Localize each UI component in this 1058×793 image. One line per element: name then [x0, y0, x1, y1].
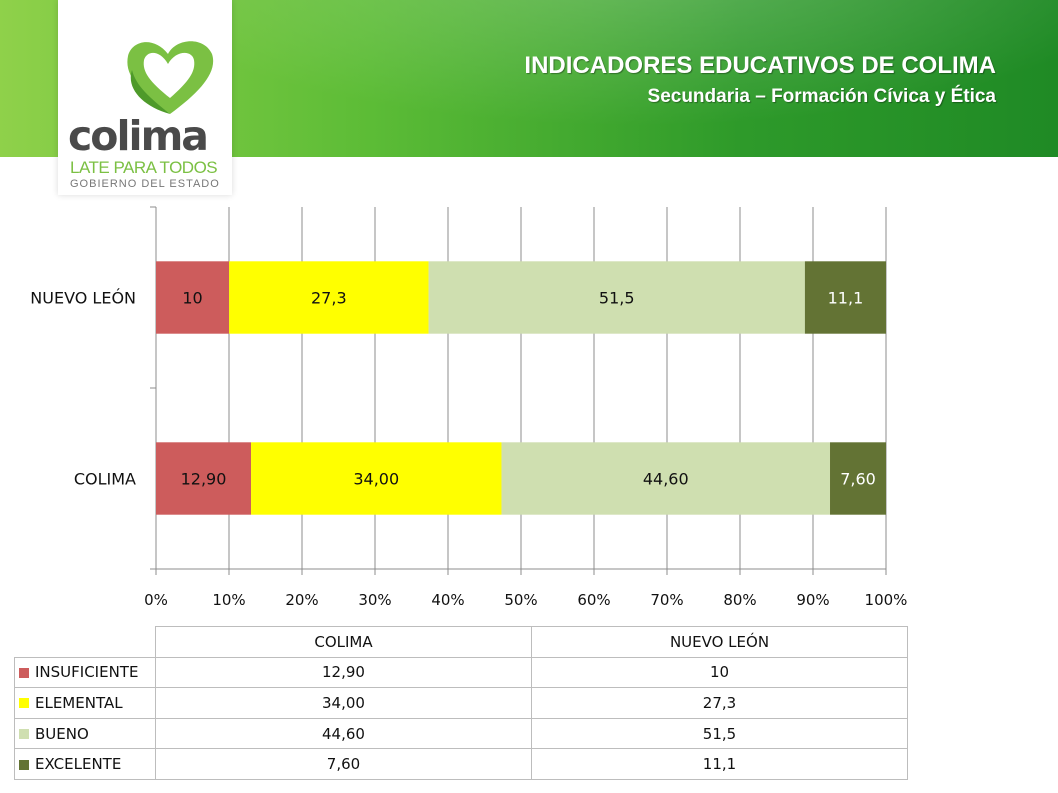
x-tick-label: 40%: [431, 591, 464, 609]
data-label: 51,5: [599, 289, 635, 308]
legend-swatch: [19, 698, 29, 709]
page-title: INDICADORES EDUCATIVOS DE COLIMA: [524, 52, 996, 79]
data-table: COLIMA NUEVO LEÓN INSUFICIENTE 12,90 10 …: [14, 626, 908, 780]
table-row: EXCELENTE 7,60 11,1: [14, 748, 908, 780]
table-header-colima: COLIMA: [155, 626, 532, 658]
legend-swatch: [19, 729, 29, 740]
x-tick-label: 0%: [144, 591, 168, 609]
table-cell: 11,1: [531, 748, 908, 780]
x-tick-label: 60%: [577, 591, 610, 609]
table-cell: 12,90: [155, 656, 532, 689]
category-label: NUEVO LEÓN: [30, 289, 136, 308]
x-tick-label: 100%: [865, 591, 908, 609]
table-row: ELEMENTAL 34,00 27,3: [14, 687, 908, 719]
table-header-nuevo-leon: NUEVO LEÓN: [531, 626, 908, 658]
table-cell: 10: [531, 656, 908, 689]
bar-segment: [251, 442, 502, 515]
logo-tagline: LATE PARA TODOS: [70, 158, 218, 177]
legend-label: INSUFICIENTE: [35, 663, 139, 682]
data-label: 11,1: [828, 289, 864, 308]
bar-segment: [501, 442, 831, 515]
bar-segment: [156, 261, 230, 334]
table-header-row: COLIMA NUEVO LEÓN: [15, 626, 908, 658]
stacked-bar-chart: 0% 10% 20% 30% 40% 50% 60% 70% 80% 90% 100% 10 27,3 5…: [30, 206, 908, 609]
table-cell: 27,3: [531, 687, 908, 719]
data-label: 44,60: [643, 470, 689, 489]
table-cell: 44,60: [155, 717, 532, 750]
bar-segment: [830, 442, 886, 515]
category-label: COLIMA: [74, 470, 136, 489]
x-tick-label: 30%: [358, 591, 391, 609]
legend-label: EXCELENTE: [35, 755, 122, 774]
legend-swatch: [19, 667, 29, 678]
x-tick-label: 10%: [212, 591, 245, 609]
table-cell: 34,00: [155, 687, 532, 719]
bar-segment: [428, 261, 805, 334]
table-cell: 7,60: [155, 748, 532, 780]
logo-subtext: GOBIERNO DEL ESTADO: [70, 178, 220, 190]
logo-wordmark: colima: [68, 112, 209, 160]
bar-segment: [156, 442, 252, 515]
bar-segment: [229, 261, 429, 334]
data-label: 27,3: [311, 289, 347, 308]
logo: colima LATE PARA TODOS GOBIERNO DEL ESTA…: [58, 0, 232, 195]
data-label: 34,00: [353, 470, 399, 489]
bar-segment: [804, 261, 886, 334]
legend-label: ELEMENTAL: [35, 693, 123, 712]
table-row: BUENO 44,60 51,5: [14, 717, 908, 750]
legend-label: BUENO: [35, 724, 89, 743]
page-subtitle: Secundaria – Formación Cívica y Ética: [647, 86, 996, 107]
heart-icon: [127, 41, 214, 114]
data-label: 10: [182, 289, 202, 308]
table-cell: 51,5: [531, 717, 908, 750]
x-tick-label: 20%: [285, 591, 318, 609]
data-label: 7,60: [840, 470, 876, 489]
table-row: INSUFICIENTE 12,90 10: [14, 656, 908, 689]
data-label: 12,90: [181, 470, 227, 489]
x-tick-label: 80%: [723, 591, 756, 609]
x-tick-label: 50%: [504, 591, 537, 609]
x-tick-label: 70%: [650, 591, 683, 609]
x-tick-label: 90%: [796, 591, 829, 609]
legend-swatch: [19, 759, 29, 770]
